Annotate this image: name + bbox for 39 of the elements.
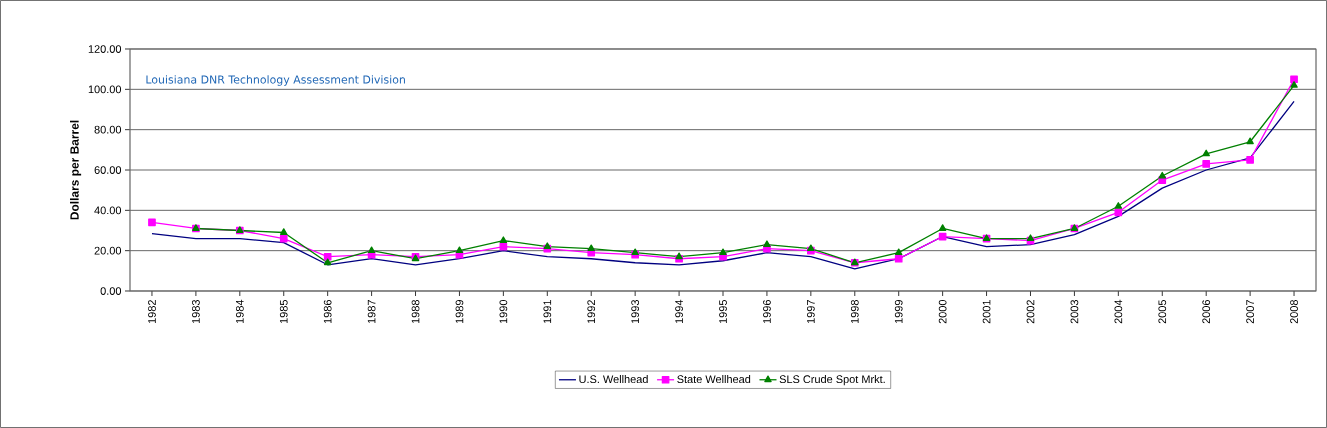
x-tick-label: 1991 bbox=[543, 300, 552, 324]
x-tick-label: 1993 bbox=[631, 300, 640, 324]
x-tick-label: 1985 bbox=[279, 300, 288, 324]
x-tick-label: 1982 bbox=[148, 300, 156, 324]
x-tick-label: 1994 bbox=[675, 299, 683, 324]
x-tick-label: 2002 bbox=[1026, 300, 1035, 324]
x-tick-label: 1998 bbox=[850, 300, 859, 324]
y-axis-title: Dollars per Barrel bbox=[69, 120, 82, 220]
x-tick-label: 2003 bbox=[1070, 300, 1079, 324]
x-tick-label: 1996 bbox=[763, 300, 771, 324]
x-tick-label: 1988 bbox=[411, 300, 420, 324]
x-tick-label: 2006 bbox=[1202, 300, 1211, 324]
x-tick-label: 1983 bbox=[192, 300, 200, 324]
x-tick-label: 2007 bbox=[1246, 300, 1254, 324]
y-tick-label: 20.00 bbox=[94, 246, 122, 255]
y-tick-label: 120.00 bbox=[88, 45, 122, 53]
x-tick-label: 1984 bbox=[235, 299, 244, 324]
x-tick-label: 1989 bbox=[455, 300, 464, 324]
annotation: Louisiana DNR Technology Assessment Division bbox=[146, 75, 405, 86]
y-tick-label: 80.00 bbox=[94, 125, 122, 134]
x-tick-label: 1987 bbox=[367, 300, 376, 324]
y-tick-label: 60.00 bbox=[94, 166, 122, 174]
y-tick-label: 40.00 bbox=[94, 206, 122, 215]
x-tick-label: 2005 bbox=[1158, 300, 1167, 324]
legend-label: SLS Crude Spot Mrkt. bbox=[779, 375, 885, 386]
x-tick-label: 1999 bbox=[894, 300, 903, 324]
x-tick-label: 1995 bbox=[719, 300, 727, 324]
x-tick-label: 1997 bbox=[806, 300, 815, 324]
x-tick-label: 1992 bbox=[587, 300, 596, 324]
y-tick-label: 0.00 bbox=[100, 287, 122, 295]
x-tick-label: 2008 bbox=[1290, 300, 1298, 324]
x-tick-label: 2000 bbox=[938, 299, 947, 324]
x-tick-label: 2001 bbox=[982, 300, 991, 324]
y-tick-label: 100.00 bbox=[88, 85, 122, 94]
x-tick-label: 2004 bbox=[1114, 299, 1123, 324]
x-tick-label: 1986 bbox=[323, 300, 332, 324]
legend-label: State Wellhead bbox=[677, 375, 751, 384]
legend-label: U.S. Wellhead bbox=[579, 375, 648, 384]
x-tick-label: 1990 bbox=[499, 299, 508, 324]
